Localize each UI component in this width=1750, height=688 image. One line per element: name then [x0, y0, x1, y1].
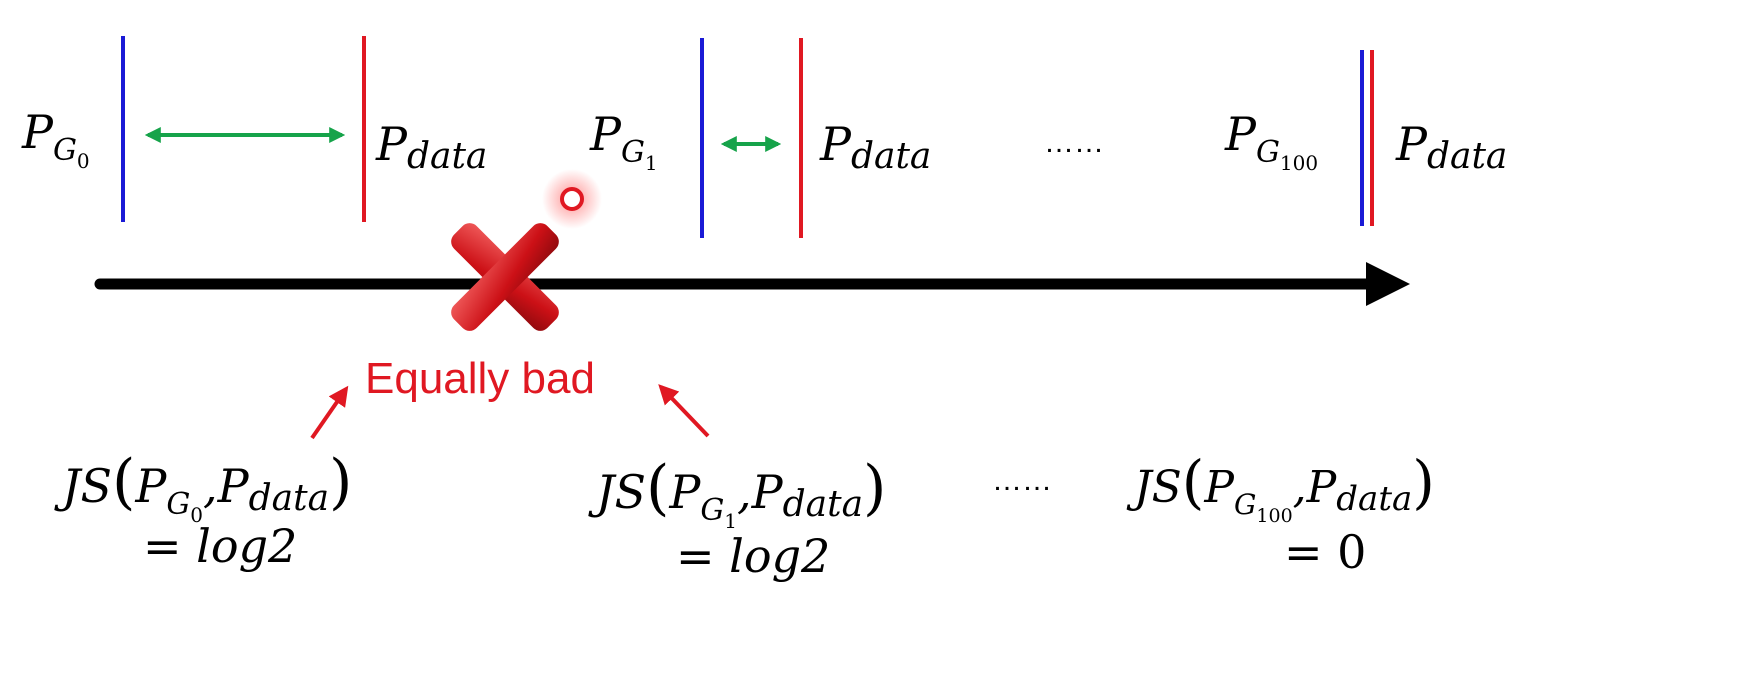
js-result-0: = log2: [143, 519, 297, 573]
label-pdata-0: Pdata: [375, 117, 487, 177]
js-expression-1: JS(PG1,Pdata): [588, 453, 886, 533]
js-expression-2: JS(PG100,Pdata): [1126, 448, 1435, 527]
label-pdata-1: Pdata: [819, 117, 931, 177]
axis-arrowhead: [1366, 262, 1410, 306]
label-pg100: PG100: [1224, 107, 1318, 175]
label-pg1: PG1: [589, 107, 658, 175]
equally-bad-label: Equally bad: [365, 354, 595, 403]
ellipsis-top: ……: [1044, 126, 1104, 159]
label-pdata-2: Pdata: [1395, 117, 1507, 177]
ellipsis-bottom: ……: [992, 464, 1052, 497]
js-result-2: = 0: [1284, 525, 1366, 579]
js-expression-0: JS(PG0,Pdata): [54, 447, 352, 527]
stage-2: PG100 Pdata: [1224, 50, 1507, 226]
js-formula-1: JS(PG1,Pdata) = log2: [588, 453, 886, 583]
js-formula-0: JS(PG0,Pdata) = log2: [54, 447, 352, 573]
annotation-arrow-left: [310, 385, 349, 440]
annotation-arrow-right: [658, 384, 710, 438]
js-formula-2: JS(PG100,Pdata) = 0: [1126, 448, 1435, 579]
red-cross-mark-icon: [451, 223, 559, 331]
label-pg0: PG0: [21, 105, 90, 173]
stage-0: PG0 Pdata: [21, 36, 487, 222]
js-result-1: = log2: [676, 529, 830, 583]
laser-pointer-icon: [542, 169, 602, 229]
progress-axis: [94, 262, 1410, 306]
stage-1: PG1 Pdata: [589, 38, 931, 238]
